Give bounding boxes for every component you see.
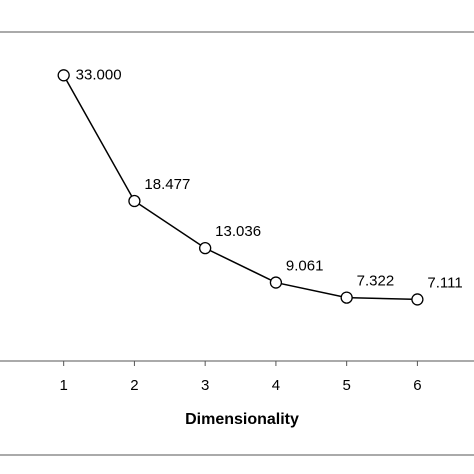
data-label: 7.111: [427, 274, 462, 291]
data-label: 13.036: [215, 223, 261, 240]
data-label: 9.061: [286, 258, 324, 275]
data-point: [411, 293, 424, 306]
data-point: [199, 241, 212, 255]
data-point: [269, 276, 283, 289]
data-line: [63, 74, 418, 301]
data-point: [340, 291, 353, 304]
data-label: 18.477: [144, 176, 190, 193]
x-tick-label: 1: [59, 377, 67, 394]
x-tick-label: 2: [130, 377, 138, 394]
x-tick-label: 5: [342, 377, 350, 394]
data-point: [128, 194, 141, 208]
data-label: 33.000: [76, 66, 122, 83]
data-point: [57, 69, 70, 82]
x-tick-label: 6: [413, 377, 421, 394]
x-tick-label: 4: [272, 377, 280, 394]
x-axis-label: Dimensionality: [185, 411, 299, 428]
x-tick-label: 3: [201, 377, 209, 394]
data-label: 7.322: [357, 273, 395, 290]
